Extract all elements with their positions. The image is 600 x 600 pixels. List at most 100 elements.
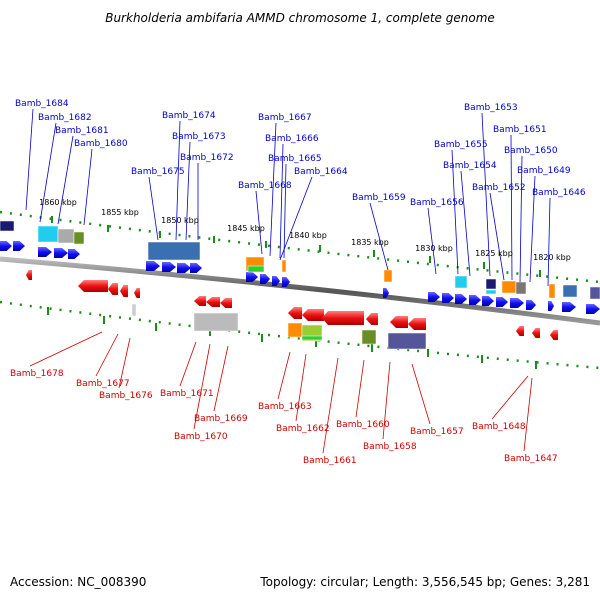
forward-gene-arrow — [510, 298, 524, 308]
forward-gene-label: Bamb_1654 — [443, 161, 497, 171]
scale-label: 1855 kbp — [101, 208, 139, 217]
leader-line — [489, 192, 505, 281]
reverse-gene-label: Bamb_1670 — [174, 432, 228, 442]
leader-line — [57, 135, 74, 225]
forward-gene-arrow — [246, 272, 258, 282]
reverse-gene-arrow — [302, 309, 324, 321]
leader-lines — [25, 108, 551, 454]
reverse-gene-label: Bamb_1648 — [472, 422, 526, 432]
leader-line — [255, 190, 263, 255]
domain-box — [57, 228, 75, 244]
leader-line — [193, 343, 211, 430]
forward-gene-label: Bamb_1646 — [532, 188, 586, 198]
leader-line — [213, 345, 229, 412]
domain-box — [287, 322, 303, 338]
forward-gene-arrow — [469, 295, 481, 305]
leader-line — [95, 333, 119, 377]
leader-line — [355, 359, 365, 418]
domain-box — [193, 312, 239, 332]
reverse-gene-arrow — [194, 296, 206, 306]
leader-line — [481, 112, 491, 277]
topology-text: Topology: circular; Length: 3,556,545 bp… — [259, 575, 590, 589]
forward-gene-arrow — [38, 247, 52, 257]
reverse-gene-arrow — [206, 297, 220, 307]
reverse-gene-arrow — [366, 313, 378, 325]
leader-line — [148, 176, 159, 241]
forward-gene-label: Bamb_1675 — [131, 167, 185, 177]
reverse-gene-arrow — [550, 330, 558, 340]
reverse-gene-label: Bamb_1647 — [504, 454, 558, 464]
forward-gene-arrow — [383, 288, 389, 298]
leader-line — [279, 176, 313, 261]
forward-gene-label: Bamb_1666 — [265, 134, 319, 144]
forward-gene-arrow — [282, 277, 290, 287]
reverse-gene-label: Bamb_1671 — [160, 389, 214, 399]
forward-gene-arrow — [190, 263, 202, 273]
forward-gene-arrow — [146, 261, 160, 271]
reverse-gene-label: Bamb_1677 — [76, 379, 130, 389]
forward-gene-arrow — [548, 301, 554, 311]
domain-box — [73, 231, 85, 245]
scale-label: 1845 kbp — [227, 224, 265, 233]
leader-line — [369, 202, 389, 271]
leader-line — [451, 149, 459, 275]
forward-gene-arrow — [496, 297, 508, 307]
leader-line — [279, 143, 284, 259]
scale-label: 1835 kbp — [351, 238, 389, 247]
forward-gene-arrow — [162, 262, 176, 272]
chromosome-backbone — [0, 256, 600, 326]
reverse-gene-label: Bamb_1661 — [303, 456, 357, 466]
forward-gene-arrow — [272, 276, 280, 286]
leader-line — [491, 375, 529, 420]
forward-gene-label: Bamb_1673 — [172, 132, 226, 142]
leader-line — [29, 331, 103, 367]
domain-box — [131, 303, 137, 317]
reverse-gene-arrow — [220, 298, 232, 308]
scale-label: 1825 kbp — [475, 249, 513, 258]
forward-gene-arrow — [482, 296, 494, 306]
reverse-gene-arrow — [26, 270, 32, 280]
forward-gene-label: Bamb_1650 — [504, 146, 558, 156]
reverse-gene-label: Bamb_1676 — [99, 391, 153, 401]
domain-box — [562, 284, 578, 298]
scale-label: 1840 kbp — [289, 231, 327, 240]
forward-gene-label: Bamb_1674 — [162, 111, 216, 121]
reverse-gene-arrow — [78, 280, 108, 292]
gene-labels: 1860 kbp 1855 kbp 1850 kbp 1845 kbp 1840 kbp… — [10, 99, 586, 466]
leader-line — [322, 357, 339, 454]
domain-box — [383, 269, 393, 283]
domain-box — [281, 259, 287, 273]
forward-gene-arrow — [455, 294, 467, 304]
forward-tick-track — [0, 210, 600, 284]
leader-line — [83, 148, 93, 226]
reverse-gene-label: Bamb_1678 — [10, 369, 64, 379]
forward-gene-arrow — [54, 248, 68, 258]
forward-gene-label: Bamb_1665 — [268, 154, 322, 164]
forward-gene-arrow — [428, 292, 440, 302]
forward-gene-label: Bamb_1652 — [472, 183, 526, 193]
forward-gene-label: Bamb_1651 — [493, 125, 547, 135]
reverse-gene-label: Bamb_1663 — [258, 402, 312, 412]
scale-label: 1820 kbp — [533, 253, 571, 262]
forward-gene-label: Bamb_1681 — [55, 126, 109, 136]
forward-gene-label: Bamb_1656 — [410, 198, 464, 208]
forward-gene-label: Bamb_1672 — [180, 153, 234, 163]
leader-line — [460, 170, 471, 277]
reverse-gene-arrow — [120, 285, 128, 297]
reverse-gene-label: Bamb_1660 — [336, 420, 390, 430]
domain-box — [147, 241, 201, 261]
forward-gene-arrow — [13, 241, 25, 251]
leader-line — [185, 141, 191, 241]
forward-gene-arrow — [177, 263, 191, 273]
leader-line — [39, 122, 57, 223]
forward-gene-arrow — [0, 241, 12, 251]
forward-gene-label: Bamb_1659 — [352, 193, 406, 203]
reverse-gene-label: Bamb_1662 — [276, 424, 330, 434]
domain-box — [485, 278, 497, 290]
leader-line — [519, 155, 523, 283]
leader-line — [179, 341, 197, 387]
reverse-gene-arrow — [288, 307, 302, 319]
domain-box — [501, 280, 517, 294]
leader-line — [382, 361, 391, 440]
forward-gene-arrow — [442, 293, 454, 303]
